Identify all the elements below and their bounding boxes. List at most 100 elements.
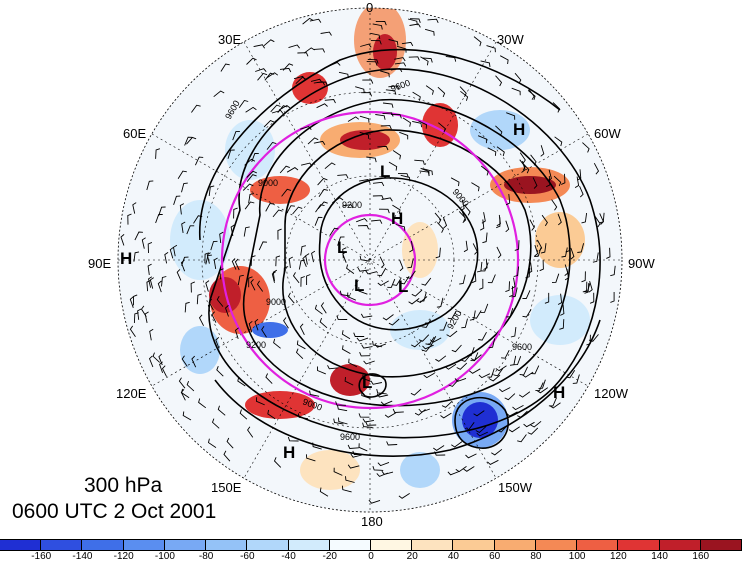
wind-barb [266,72,279,79]
wind-barb [512,405,524,411]
wind-barb [551,273,560,283]
wind-barb [186,225,195,235]
wind-barb [583,282,591,293]
wind-barb [423,372,435,379]
wind-barb [505,220,510,233]
wind-barb [196,293,202,305]
wind-barb [184,301,190,313]
wind-barb [436,297,444,308]
wind-barb [360,313,373,318]
wind-barb [513,266,520,277]
wind-barb [423,168,433,176]
wind-barb [425,336,435,346]
wind-barb [173,195,181,206]
wind-barb [506,307,514,318]
wind-barb [487,459,499,465]
graticule [118,8,622,512]
wind-barb [478,373,491,379]
wind-barb [211,418,220,429]
wind-barb [320,302,327,314]
wind-barb [300,276,305,287]
wind-barb [297,413,309,420]
wind-barb [496,146,505,157]
wind-barb [534,244,539,257]
wind-barb [445,55,457,62]
wind-barb [519,159,526,171]
contour-label: 9600 [512,342,532,352]
wind-barb [265,203,275,212]
wind-barb [148,355,154,368]
wind-barb [582,142,590,153]
wind-barb [606,247,611,259]
wind-barb [589,292,595,304]
low-center-marker: L [398,277,409,296]
wind-barb [486,45,496,53]
wind-barb [329,227,339,237]
wind-barb [219,231,224,244]
colorbar-swatch [0,540,42,550]
wind-barb [463,204,471,216]
wind-barb [381,197,393,202]
wind-barb [181,182,188,193]
wind-barb [250,255,256,266]
wind-barb [522,309,532,318]
wind-barb [392,277,402,286]
wind-barb [477,135,487,144]
wind-barb [234,258,240,271]
colorbar-tick-label: 100 [568,551,586,562]
wind-barb [211,311,217,323]
wind-barb [409,23,421,28]
wind-barb [572,374,580,384]
wind-barb [191,355,197,368]
wind-barb [557,293,563,305]
colorbar-swatch [41,540,83,550]
wind-barb [317,201,328,210]
wind-barb [382,102,394,108]
wind-barb [248,276,253,288]
wind-barb [514,240,520,251]
wind-barb [129,325,136,337]
wind-barb [442,216,448,229]
wind-barb [370,40,382,45]
wind-barb [560,304,565,316]
wind-barb [537,239,543,252]
wind-barb [387,278,396,288]
wind-barb [530,420,542,428]
wind-barb [362,422,373,428]
wind-barb [540,243,547,254]
wind-barb [275,255,281,267]
wind-barb [169,246,174,259]
wind-barb [178,377,186,389]
wind-barb [288,44,300,49]
wind-barb [133,312,139,324]
wind-barb [243,226,250,237]
wind-barb [179,203,185,215]
wind-barb [557,213,562,226]
wind-barb [382,112,394,117]
high-center-marker: H [553,383,566,402]
wind-barb [479,278,484,290]
wind-barb [535,382,544,392]
wind-barb [273,338,281,349]
wind-barb [461,211,467,224]
colorbar-tick-label: -20 [322,551,337,562]
colorbar-tick-label: -60 [240,551,255,562]
wind-barb [439,321,448,331]
wind-barb [232,131,240,141]
lon-label-0: 0 [366,0,374,15]
wind-barb [261,326,267,338]
lon-label-90e: 90E [88,256,112,271]
wind-barb [402,117,412,127]
wind-barb [519,366,529,376]
colorbar-tick-label: 120 [609,551,627,562]
wind-barb [509,286,514,298]
wind-barb [362,418,374,423]
wind-barb [372,23,383,30]
colorbar-tick-label: 60 [489,551,501,562]
wind-barb [342,251,347,263]
wind-barb [327,365,339,370]
wind-barb [579,185,584,198]
wind-barb [257,72,268,81]
wind-barb [437,86,446,98]
wind-barb [410,388,422,396]
